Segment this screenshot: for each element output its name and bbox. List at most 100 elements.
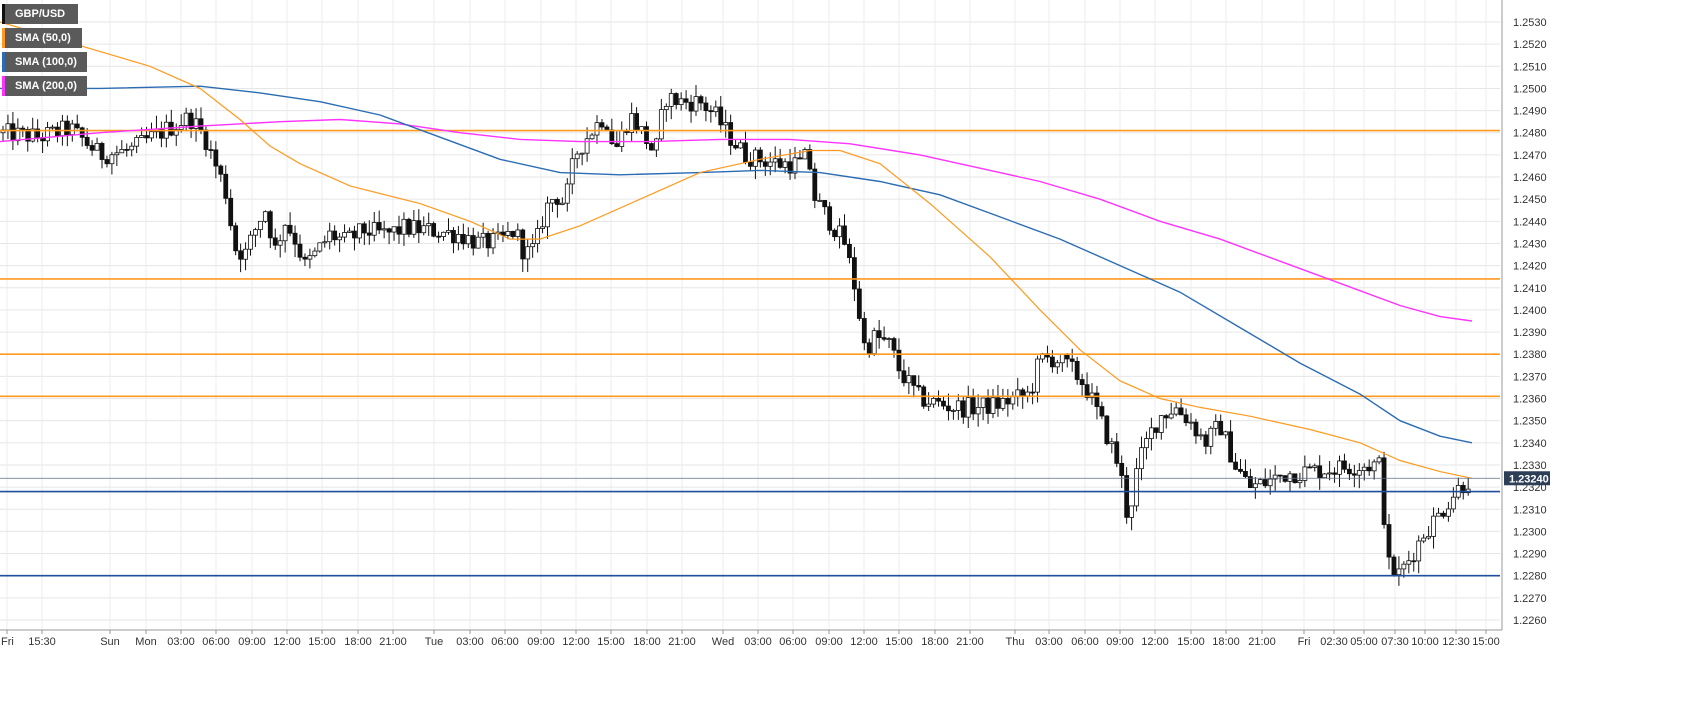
candle-body: [1124, 475, 1130, 518]
legend-item-price[interactable]: GBP/USD: [2, 4, 78, 24]
candle-body: [555, 199, 560, 205]
candle-body: [436, 235, 442, 238]
x-tick-label: 18:00: [921, 636, 949, 648]
candle-body: [738, 142, 743, 149]
candle-body: [1010, 396, 1016, 405]
candle-body: [1114, 441, 1120, 464]
candle-body: [1342, 460, 1347, 470]
x-tick-label: 07:30: [1381, 636, 1409, 648]
candle-body: [1426, 535, 1431, 539]
candle-body: [60, 120, 65, 137]
candle-body: [1297, 480, 1303, 484]
candle-body: [208, 149, 214, 151]
candle-body: [1450, 496, 1456, 510]
candle-body: [743, 142, 748, 163]
x-tick-label: 09:00: [815, 636, 843, 648]
sma-100-line: [0, 85, 1473, 444]
x-tick-label: 12:00: [850, 636, 878, 648]
candle-body: [733, 145, 738, 149]
legend-item-sma100[interactable]: SMA (100,0): [2, 52, 87, 72]
candle-body: [1139, 447, 1144, 470]
y-tick-label: 1.2480: [1513, 128, 1547, 140]
candle-body: [619, 130, 625, 147]
candle-body: [1416, 540, 1422, 562]
candle-body: [1218, 421, 1224, 436]
candle-body: [1327, 472, 1332, 475]
candle-body: [124, 149, 130, 151]
legend-item-sma200[interactable]: SMA (200,0): [2, 76, 87, 96]
candle-body: [1228, 431, 1233, 463]
candle-body: [119, 149, 125, 154]
candle-body: [891, 338, 897, 351]
x-tick-label: 09:00: [1106, 636, 1134, 648]
candle-body: [896, 349, 902, 372]
x-tick-label: 15:00: [885, 636, 913, 648]
candle-body: [960, 400, 966, 418]
candle-body: [827, 206, 833, 231]
candle-body: [475, 236, 481, 249]
candle-body: [1129, 505, 1134, 518]
candle-body: [852, 257, 857, 290]
candle-body: [658, 109, 664, 140]
candle-body: [317, 242, 323, 252]
candle-body: [797, 157, 803, 160]
candle-body: [233, 225, 239, 252]
candle-body: [990, 397, 996, 414]
y-tick-label: 1.2530: [1513, 17, 1547, 29]
candle-body: [455, 234, 461, 244]
candle-body: [1134, 468, 1139, 507]
candle-body: [50, 126, 55, 129]
candle-body: [277, 240, 283, 246]
y-tick-label: 1.2300: [1513, 526, 1547, 538]
candle-body: [490, 233, 496, 249]
candle-body: [1025, 391, 1031, 397]
candle-body: [480, 232, 486, 238]
candle-body: [589, 134, 595, 140]
candle-body: [238, 250, 244, 260]
candle-body: [1064, 354, 1070, 360]
x-tick-label: 15:30: [28, 636, 56, 648]
candle-body: [401, 218, 407, 235]
candle-body: [460, 234, 466, 245]
candle-body: [1193, 421, 1199, 437]
candle-body: [1153, 427, 1159, 433]
candle-body: [812, 168, 818, 201]
candle-body: [257, 220, 263, 231]
candle-body: [307, 255, 313, 260]
candle-body: [396, 226, 402, 235]
candle-body: [312, 250, 318, 257]
x-tick-label: 09:00: [527, 636, 555, 648]
candle-body: [634, 113, 639, 131]
y-tick-label: 1.2430: [1513, 238, 1547, 250]
candle-body: [946, 405, 951, 412]
x-tick-label: 06:00: [491, 636, 519, 648]
y-tick-label: 1.2390: [1513, 327, 1547, 339]
candle-body: [297, 243, 303, 258]
candle-body: [817, 200, 823, 202]
y-tick-label: 1.2440: [1513, 216, 1547, 228]
candle-body: [451, 230, 456, 244]
candle-body: [391, 226, 397, 233]
candle-body: [327, 230, 333, 243]
candle-body: [406, 218, 412, 235]
candle-body: [708, 110, 714, 113]
y-tick-label: 1.2360: [1513, 394, 1547, 406]
candle-body: [822, 200, 828, 208]
candle-body: [1213, 421, 1219, 429]
candle-body: [1059, 354, 1065, 364]
candle-body: [144, 135, 149, 139]
candle-body: [99, 143, 105, 160]
x-tick-label: Mon: [135, 636, 156, 648]
x-tick-label: 06:00: [1071, 636, 1099, 648]
candle-body: [941, 400, 946, 407]
candle-body: [569, 158, 575, 185]
candle-body: [520, 229, 526, 260]
candle-body: [599, 122, 605, 128]
x-tick-label: 12:00: [273, 636, 301, 648]
candle-body: [1054, 362, 1060, 368]
candle-body: [916, 385, 922, 388]
candle-body: [1035, 358, 1040, 393]
candle-body: [1248, 476, 1253, 489]
legend-item-sma50[interactable]: SMA (50,0): [2, 28, 82, 48]
candle-body: [1312, 465, 1318, 468]
